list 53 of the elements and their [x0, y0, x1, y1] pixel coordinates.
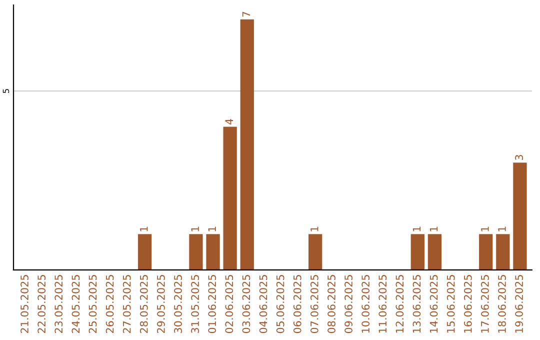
x-tick-label: 24.05.2025: [72, 275, 80, 334]
data-label: 1: [481, 226, 489, 232]
x-tick-label: 31.05.2025: [191, 275, 199, 333]
x-tick-label: 21.05.2025: [20, 275, 28, 334]
data-label: 3: [515, 155, 523, 160]
bar: [428, 234, 442, 270]
x-tick-label: 29.05.2025: [157, 275, 165, 334]
data-label: 7: [242, 12, 250, 17]
bar: [479, 234, 493, 270]
x-tick-label: 10.06.2025: [362, 275, 370, 333]
x-tick-label: 02.06.2025: [225, 275, 234, 334]
x-tick-label: 03.06.2025: [242, 275, 250, 334]
x-tick-label: 16.06.2025: [464, 275, 472, 333]
x-tick-label: 07.06.2025: [310, 275, 318, 334]
x-tick-label: 01.06.2025: [208, 275, 216, 334]
x-tick-label: 09.06.2025: [344, 275, 352, 334]
x-tick-label: 06.06.2025: [293, 275, 302, 334]
bar: [206, 234, 220, 270]
data-label: 1: [208, 226, 216, 232]
x-tick-label: 28.05.2025: [140, 275, 148, 334]
data-label: 1: [498, 226, 506, 232]
data-label: 4: [225, 118, 233, 124]
bar: [308, 234, 322, 270]
data-label: 1: [430, 226, 438, 232]
bar: [189, 234, 203, 270]
x-tick-label: 25.05.2025: [88, 275, 97, 334]
bar: [496, 234, 510, 270]
bar: [138, 234, 152, 270]
x-tick-label: 15.06.2025: [446, 275, 455, 333]
data-label: 1: [310, 226, 318, 232]
bar: [240, 19, 254, 270]
data-label: 1: [191, 226, 199, 232]
x-tick-label: 04.06.2025: [259, 275, 268, 334]
x-tick-label: 18.06.2025: [498, 275, 506, 333]
bar: [410, 234, 424, 270]
data-label: 1: [412, 226, 421, 232]
x-tick-label: 12.06.2025: [396, 275, 404, 333]
x-tick-label: 30.05.2025: [174, 275, 182, 333]
x-tick-label: 11.06.2025: [378, 275, 387, 333]
x-tick-label: 05.06.2025: [276, 275, 284, 334]
data-label: 1: [140, 226, 148, 232]
x-tick-label: 27.05.2025: [122, 275, 131, 334]
y-tick-label: 5: [2, 89, 10, 94]
x-tick-label: 08.06.2025: [328, 275, 336, 334]
x-tick-label: 23.05.2025: [54, 275, 63, 334]
x-tick-label: 22.05.2025: [38, 275, 46, 334]
bar: [223, 126, 237, 270]
x-tick-label: 26.05.2025: [106, 275, 114, 334]
x-tick-label: 19.06.2025: [515, 275, 523, 333]
x-tick-label: 13.06.2025: [412, 275, 421, 333]
x-tick-label: 17.06.2025: [481, 275, 489, 333]
x-tick-label: 14.06.2025: [430, 275, 438, 333]
bar: [513, 162, 527, 270]
